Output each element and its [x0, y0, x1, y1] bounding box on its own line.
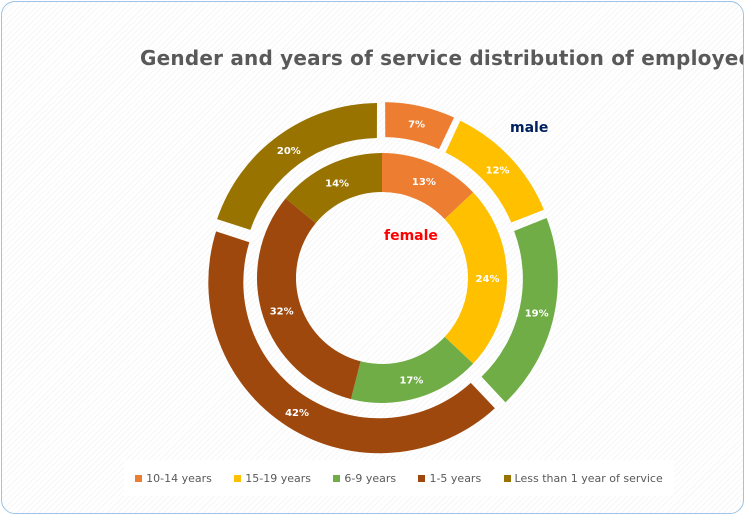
male-segment-0[interactable]: [385, 102, 455, 150]
series-label-female: female: [384, 228, 438, 244]
series-label-male: male: [510, 120, 549, 136]
female-segment-3[interactable]: [257, 198, 361, 400]
legend-item[interactable]: Less than 1 year of service: [503, 471, 663, 485]
female-data-label-1: 24%: [476, 274, 500, 285]
legend-item[interactable]: 6-9 years: [333, 472, 396, 485]
female-segment-2[interactable]: [350, 336, 474, 403]
legend-swatch: [333, 474, 341, 482]
male-data-label-2: 19%: [525, 309, 549, 320]
legend-label: Less than 1 year of service: [514, 471, 663, 485]
legend-swatch: [503, 474, 511, 482]
legend-item[interactable]: 15-19 years: [234, 472, 311, 485]
male-segment-1[interactable]: [445, 120, 544, 223]
legend-item[interactable]: 10-14 years: [135, 472, 212, 485]
legend-swatch: [418, 474, 426, 482]
legend-item[interactable]: 1-5 years: [418, 472, 481, 485]
legend-label: 6-9 years: [344, 471, 397, 485]
male-segment-2[interactable]: [481, 218, 558, 403]
female-data-label-0: 13%: [412, 177, 436, 188]
male-segment-3[interactable]: [208, 231, 495, 454]
legend-label: 15-19 years: [245, 471, 311, 485]
legend-label: 1-5 years: [429, 471, 482, 485]
legend-swatch: [234, 474, 242, 482]
male-data-label-0: 7%: [408, 119, 425, 130]
female-segment-0[interactable]: [382, 153, 474, 220]
female-data-label-4: 14%: [325, 179, 349, 190]
male-data-label-4: 20%: [277, 146, 301, 157]
legend-swatch: [135, 474, 143, 482]
male-data-label-1: 12%: [486, 165, 510, 176]
male-segment-4[interactable]: [217, 102, 378, 230]
male-data-label-3: 42%: [285, 408, 309, 419]
legend: 10-14 years 15-19 years 6-9 years 1-5 years…: [124, 460, 674, 496]
female-data-label-2: 17%: [399, 375, 423, 386]
female-data-label-3: 32%: [270, 307, 294, 318]
legend-label: 10-14 years: [146, 471, 212, 485]
female-segment-1[interactable]: [444, 192, 507, 364]
chart-title: Gender and years of service distribution…: [140, 46, 744, 70]
female-segment-4[interactable]: [285, 153, 382, 224]
